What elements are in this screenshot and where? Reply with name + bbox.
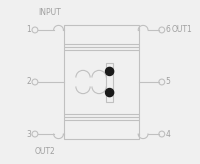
Text: 3: 3: [26, 130, 31, 139]
Text: 6: 6: [166, 25, 171, 34]
Text: OUT2: OUT2: [35, 147, 56, 156]
Text: INPUT: INPUT: [38, 8, 61, 17]
FancyBboxPatch shape: [106, 63, 113, 102]
Text: OUT1: OUT1: [172, 25, 192, 34]
Text: 1: 1: [26, 25, 31, 34]
Circle shape: [106, 89, 114, 97]
Text: 2: 2: [26, 78, 31, 86]
Text: 5: 5: [166, 78, 171, 86]
Text: 4: 4: [166, 130, 171, 139]
Circle shape: [106, 67, 114, 75]
